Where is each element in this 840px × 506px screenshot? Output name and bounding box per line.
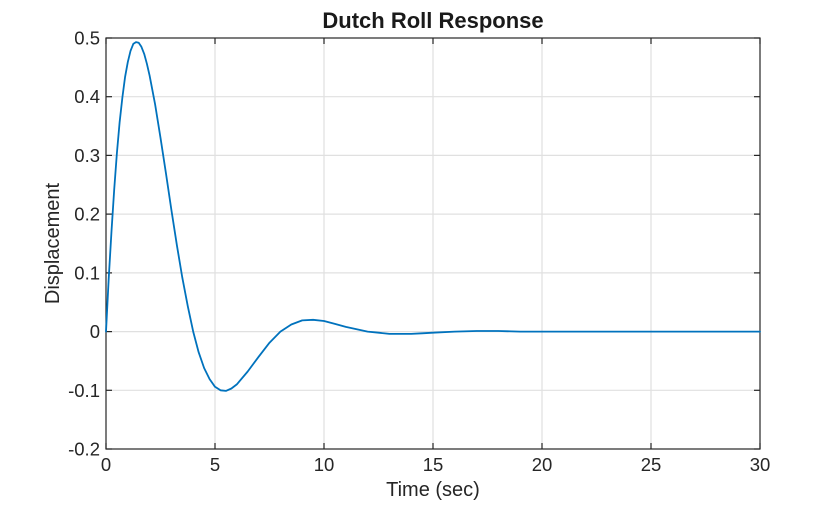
x-tick-label: 15: [423, 454, 444, 475]
y-tick-labels: -0.2 -0.1 0 0.1 0.2 0.3 0.4 0.5: [68, 28, 100, 460]
grid-lines: [106, 38, 760, 449]
y-tick-label: 0.3: [74, 145, 100, 166]
y-tick-label: 0: [90, 321, 100, 342]
y-axis-label: Displacement: [42, 182, 64, 304]
y-tick-label: -0.1: [68, 380, 100, 401]
y-tick-label: 0.5: [74, 28, 100, 49]
x-tick-label: 30: [750, 454, 771, 475]
x-tick-label: 25: [641, 454, 662, 475]
y-tick-label: -0.2: [68, 439, 100, 460]
y-tick-label: 0.4: [74, 86, 100, 107]
y-tick-label: 0.1: [74, 262, 100, 283]
tick-marks: [105, 37, 761, 450]
chart-title: Dutch Roll Response: [322, 8, 543, 33]
x-axis-label: Time (sec): [386, 479, 480, 501]
y-tick-label: 0.2: [74, 204, 100, 225]
x-tick-label: 5: [210, 454, 220, 475]
x-tick-labels: 0 5 10 15 20 25 30: [101, 454, 770, 475]
x-tick-label: 0: [101, 454, 111, 475]
x-tick-label: 20: [532, 454, 553, 475]
x-tick-label: 10: [314, 454, 335, 475]
response-curve: [105, 41, 761, 392]
